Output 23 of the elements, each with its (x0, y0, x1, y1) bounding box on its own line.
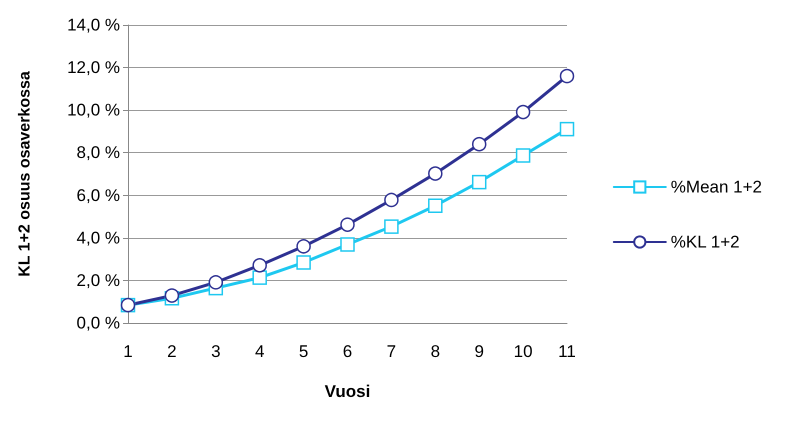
x-tick-label: 3 (211, 342, 221, 361)
y-tick-label: 6,0 % (76, 186, 120, 205)
x-tick-label: 6 (342, 342, 352, 361)
y-tick-label: 10,0 % (67, 100, 120, 120)
x-tick-label: 1 (123, 342, 133, 361)
y-tick-label: 8,0 % (76, 143, 120, 162)
y-tick-label: 14,0 % (67, 16, 120, 34)
y-tick-label: 0,0 % (76, 314, 120, 332)
legend-label: %Mean 1+2 (670, 178, 762, 196)
x-axis-title: Vuosi (324, 382, 370, 401)
x-tick-label: 4 (254, 342, 264, 361)
legend-label: %KL 1+2 (670, 232, 740, 252)
x-tick-label: 10 (514, 342, 533, 361)
y-tick-label: 4,0 % (76, 228, 120, 248)
x-tick-label: 2 (167, 342, 177, 361)
x-tick-label: 9 (474, 342, 484, 361)
x-tick-label: 5 (298, 342, 308, 361)
x-tick-label: 7 (386, 342, 396, 361)
y-axis-title: KL 1+2 osuus osaverkossa (16, 71, 34, 277)
y-tick-label: 2,0 % (76, 270, 120, 290)
x-tick-label: 8 (430, 342, 440, 361)
x-tick-label: 11 (558, 342, 576, 361)
y-tick-label: 12,0 % (67, 58, 120, 78)
